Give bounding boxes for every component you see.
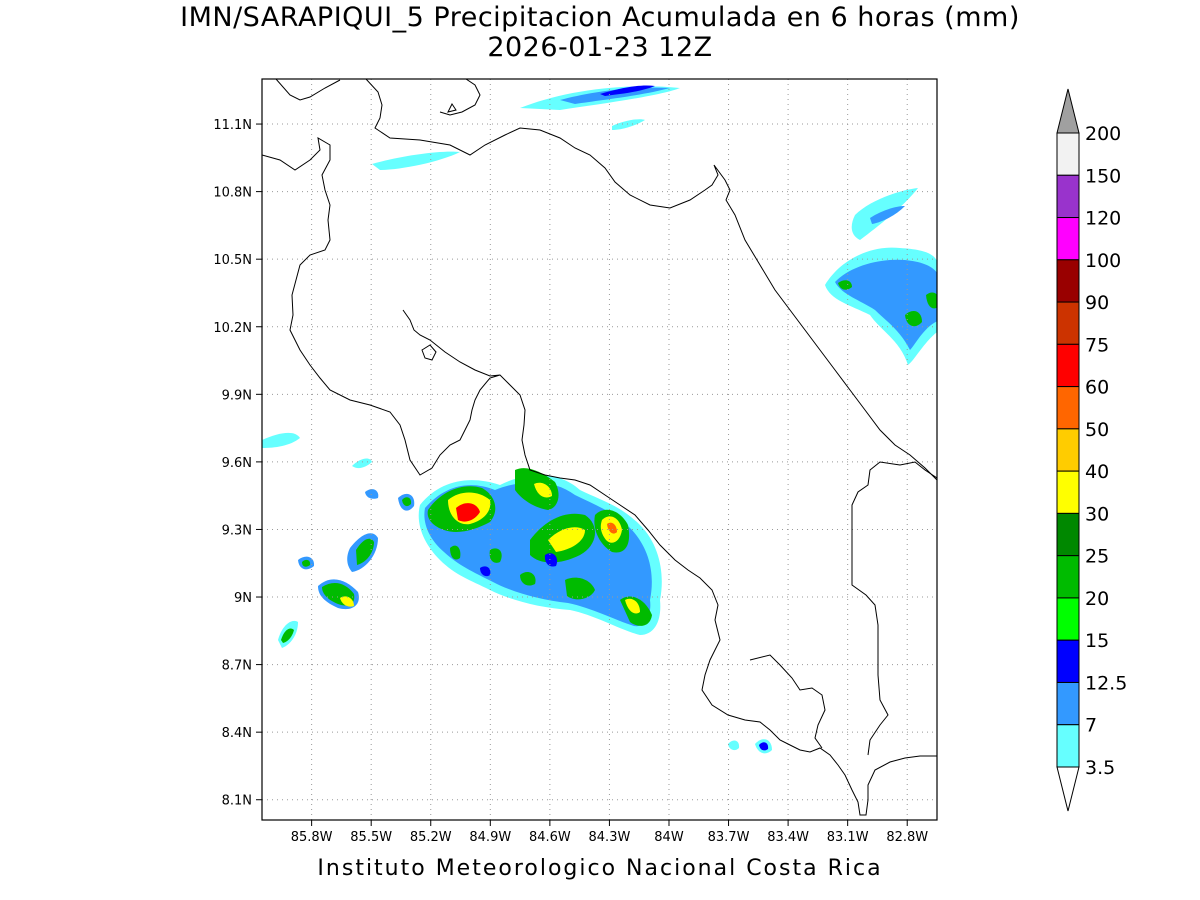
colorbar-label: 120 [1085, 208, 1121, 230]
coastline-nicaragua-lake [439, 79, 481, 116]
lat-tick-label: 9.9N [222, 388, 252, 403]
colorbar-label: 75 [1085, 334, 1109, 356]
colorbar-label: 100 [1085, 250, 1121, 272]
coastline-osa-peninsula [749, 654, 826, 749]
lon-tick-label: 82.8W [886, 830, 928, 845]
latitude-axis: 11.1N 10.8N 10.5N 10.2N 9.9N 9.6N 9.3N 9N 8.7N 8.… [213, 118, 262, 809]
lat-tick-label: 9N [234, 591, 252, 606]
coastline-small-isle [447, 103, 457, 113]
lon-tick-label: 85.8W [291, 830, 333, 845]
colorbar-label: 3.5 [1085, 757, 1115, 779]
lon-tick-label: 83.1W [827, 830, 869, 845]
map-frame [261, 78, 938, 821]
lat-tick-label: 11.1N [213, 118, 252, 133]
lat-tick-label: 10.5N [213, 253, 252, 268]
chart-title: IMN/SARAPIQUI_5 Precipitacion Acumulada … [180, 2, 1020, 33]
colorbar-swatch [1056, 470, 1080, 514]
lat-tick-label: 10.2N [213, 321, 252, 336]
colorbar-label: 200 [1085, 123, 1121, 145]
colorbar-label: 30 [1085, 503, 1109, 525]
lat-tick-label: 8.7N [222, 659, 252, 674]
colorbar-label: 15 [1085, 630, 1109, 652]
colorbar-swatch [1056, 217, 1080, 261]
precip-area-east [825, 188, 937, 365]
colorbar-label: 7 [1085, 715, 1097, 737]
lon-tick-label: 84W [654, 830, 684, 845]
colorbar-swatch [1056, 174, 1080, 219]
lat-tick-label: 8.1N [222, 794, 252, 809]
longitude-axis: 85.8W 85.5W 85.2W 84.9W 84.6W 84.3W 84W 83.7W 83… [291, 820, 928, 845]
colorbar-swatch [1056, 597, 1080, 641]
colorbar-top-arrow [1056, 88, 1080, 134]
lon-tick-label: 83.7W [708, 830, 750, 845]
lon-tick-label: 83.4W [767, 830, 809, 845]
precip-area-west [262, 432, 415, 648]
colorbar-swatch [1056, 386, 1080, 430]
colorbar-label: 40 [1085, 461, 1109, 483]
colorbar-label: 90 [1085, 292, 1109, 314]
colorbar-label: 50 [1085, 419, 1109, 441]
coastline-nicoya-isle [421, 344, 437, 361]
coastline-nicaragua-north [275, 79, 937, 481]
colorbar-swatch [1056, 639, 1080, 683]
lat-tick-label: 8.4N [222, 726, 252, 741]
precip-area-north [372, 85, 680, 170]
lon-tick-label: 84.6W [529, 830, 571, 845]
footer-credit: Instituto Meteorologico Nacional Costa R… [317, 856, 883, 881]
colorbar-swatch [1056, 681, 1080, 726]
map-grid [262, 79, 937, 820]
lat-tick-label: 10.8N [213, 186, 252, 201]
colorbar-bottom-arrow [1056, 766, 1080, 812]
precip-area-south [728, 739, 772, 754]
colorbar-swatch [1056, 512, 1080, 557]
colorbar: 200 150 120 100 90 75 60 50 40 30 25 20 15 12.5 7 3.5 [1056, 88, 1127, 812]
lon-tick-label: 84.9W [469, 830, 511, 845]
border-panama [851, 461, 937, 756]
colorbar-label: 20 [1085, 588, 1109, 610]
colorbar-swatch [1056, 555, 1080, 599]
lat-tick-label: 9.6N [222, 456, 252, 471]
lon-tick-label: 85.2W [410, 830, 452, 845]
lon-tick-label: 84.3W [589, 830, 631, 845]
lat-tick-label: 9.3N [222, 523, 252, 538]
colorbar-label: 25 [1085, 546, 1109, 568]
chart-subtitle: 2026-01-23 12Z [487, 32, 713, 63]
colorbar-swatch [1056, 132, 1080, 176]
colorbar-swatch [1056, 343, 1080, 388]
colorbar-swatch [1056, 301, 1080, 345]
colorbar-label: 60 [1085, 377, 1109, 399]
colorbar-swatch [1056, 724, 1080, 768]
colorbar-label: 12.5 [1085, 672, 1127, 694]
colorbar-swatch [1056, 259, 1080, 303]
colorbar-label: 150 [1085, 165, 1121, 187]
coastlines [262, 79, 937, 816]
precip-area-central [418, 468, 662, 635]
precipitation-field [262, 85, 937, 754]
colorbar-swatch [1056, 428, 1080, 472]
lon-tick-label: 85.5W [350, 830, 392, 845]
coastline-pacific-north [262, 137, 937, 816]
